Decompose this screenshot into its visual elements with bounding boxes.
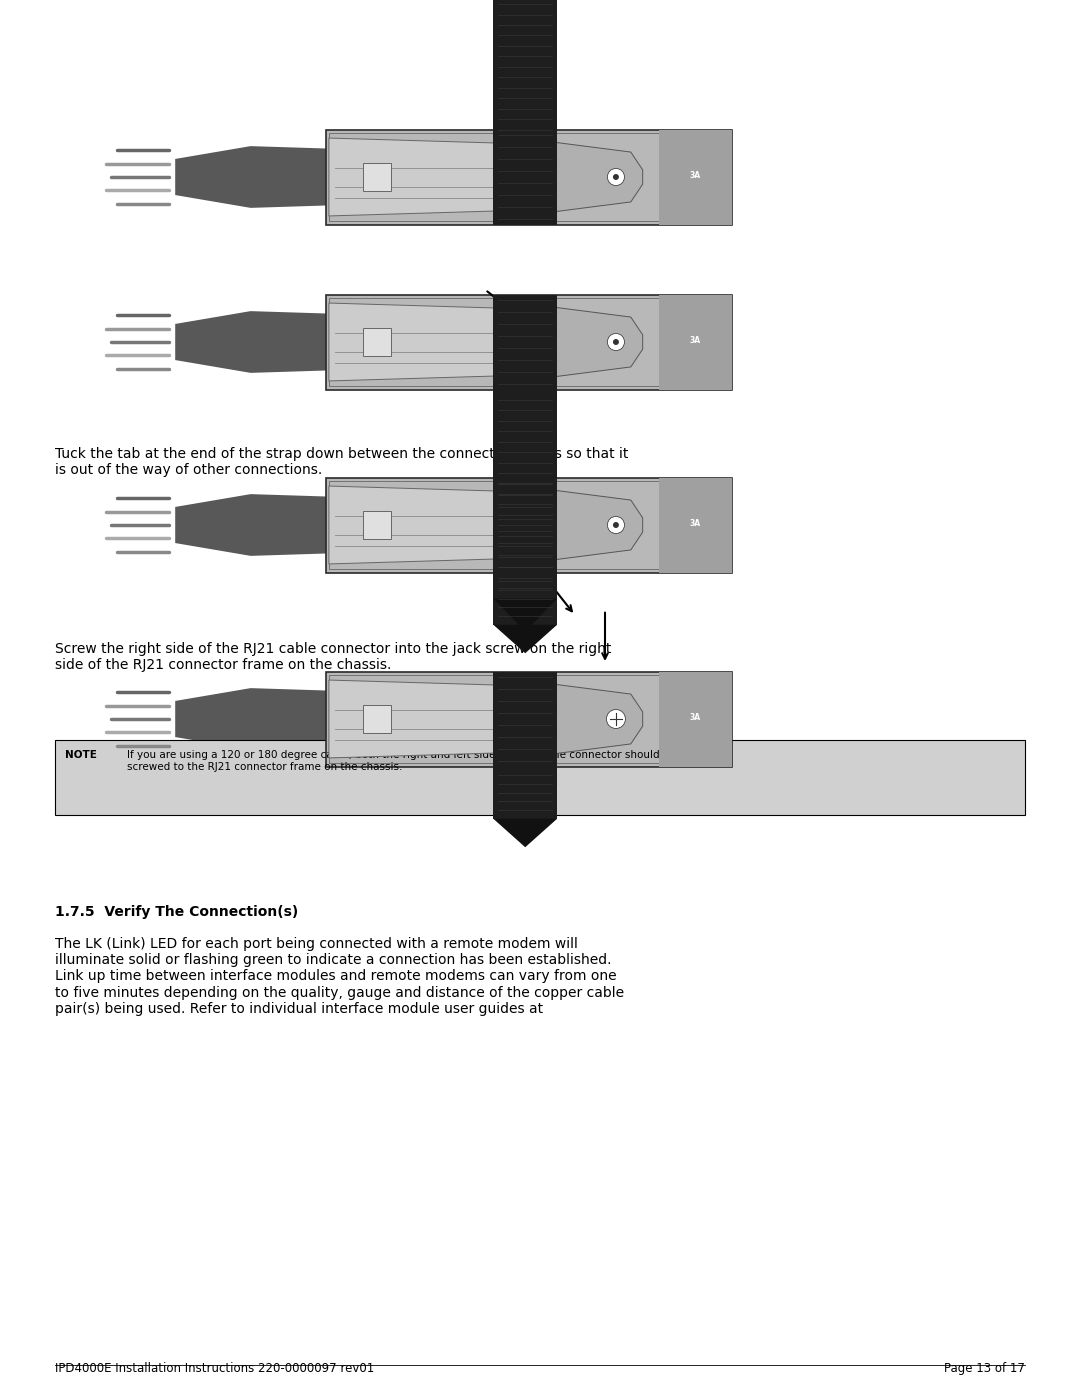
Bar bbox=[494, 295, 557, 390]
Polygon shape bbox=[329, 680, 521, 759]
Text: Screw the right side of the RJ21 cable connector into the jack screw on the righ: Screw the right side of the RJ21 cable c… bbox=[55, 643, 611, 672]
Circle shape bbox=[613, 339, 619, 345]
Bar bbox=[363, 704, 391, 733]
Polygon shape bbox=[524, 141, 643, 212]
Bar bbox=[329, 481, 729, 569]
Circle shape bbox=[613, 175, 619, 180]
Polygon shape bbox=[494, 624, 557, 654]
Bar bbox=[363, 162, 391, 191]
Polygon shape bbox=[175, 495, 326, 556]
Bar bbox=[494, 130, 557, 225]
Bar bbox=[494, 478, 557, 573]
Text: 3A: 3A bbox=[690, 170, 701, 180]
Polygon shape bbox=[175, 312, 326, 373]
Circle shape bbox=[613, 522, 619, 528]
Bar bbox=[494, 672, 557, 767]
Text: Page 13 of 17: Page 13 of 17 bbox=[944, 1362, 1025, 1375]
Polygon shape bbox=[175, 147, 326, 208]
Bar bbox=[329, 133, 729, 221]
Bar bbox=[494, 573, 557, 624]
Bar bbox=[494, 0, 557, 130]
Text: 3A: 3A bbox=[690, 712, 701, 722]
Bar bbox=[659, 478, 732, 573]
Polygon shape bbox=[329, 486, 521, 564]
Bar bbox=[363, 328, 391, 356]
Polygon shape bbox=[494, 598, 557, 631]
Circle shape bbox=[607, 710, 625, 728]
Bar bbox=[659, 672, 732, 767]
Text: 1.7.5  Verify The Connection(s): 1.7.5 Verify The Connection(s) bbox=[55, 905, 298, 919]
Bar bbox=[494, 390, 557, 598]
Text: Tuck the tab at the end of the strap down between the connector frames so that i: Tuck the tab at the end of the strap dow… bbox=[55, 447, 629, 478]
Bar bbox=[494, 767, 557, 819]
Polygon shape bbox=[524, 489, 643, 560]
Text: The LK (Link) LED for each port being connected with a remote modem will
illumin: The LK (Link) LED for each port being co… bbox=[55, 937, 624, 1016]
Circle shape bbox=[607, 169, 624, 186]
Polygon shape bbox=[329, 138, 521, 217]
Bar bbox=[329, 675, 729, 763]
Text: 3A: 3A bbox=[690, 335, 701, 345]
Bar bbox=[363, 511, 391, 539]
Bar bbox=[659, 295, 732, 390]
Bar bbox=[326, 295, 732, 390]
Polygon shape bbox=[524, 306, 643, 377]
Text: If you are using a 120 or 180 degree cable, both the right and left sides of the: If you are using a 120 or 180 degree cab… bbox=[127, 750, 676, 771]
Bar bbox=[326, 130, 732, 225]
Text: IPD4000E Installation Instructions 220-0000097 rev01: IPD4000E Installation Instructions 220-0… bbox=[55, 1362, 375, 1375]
Bar bbox=[55, 740, 1025, 814]
Bar bbox=[329, 298, 729, 386]
Text: 3A: 3A bbox=[690, 518, 701, 528]
Polygon shape bbox=[329, 303, 521, 381]
Polygon shape bbox=[175, 689, 326, 750]
Circle shape bbox=[607, 517, 624, 534]
Bar bbox=[659, 130, 732, 225]
Bar bbox=[326, 478, 732, 573]
Polygon shape bbox=[524, 683, 643, 754]
Polygon shape bbox=[494, 819, 557, 847]
Bar bbox=[326, 672, 732, 767]
Text: NOTE: NOTE bbox=[65, 750, 97, 760]
Circle shape bbox=[607, 334, 624, 351]
